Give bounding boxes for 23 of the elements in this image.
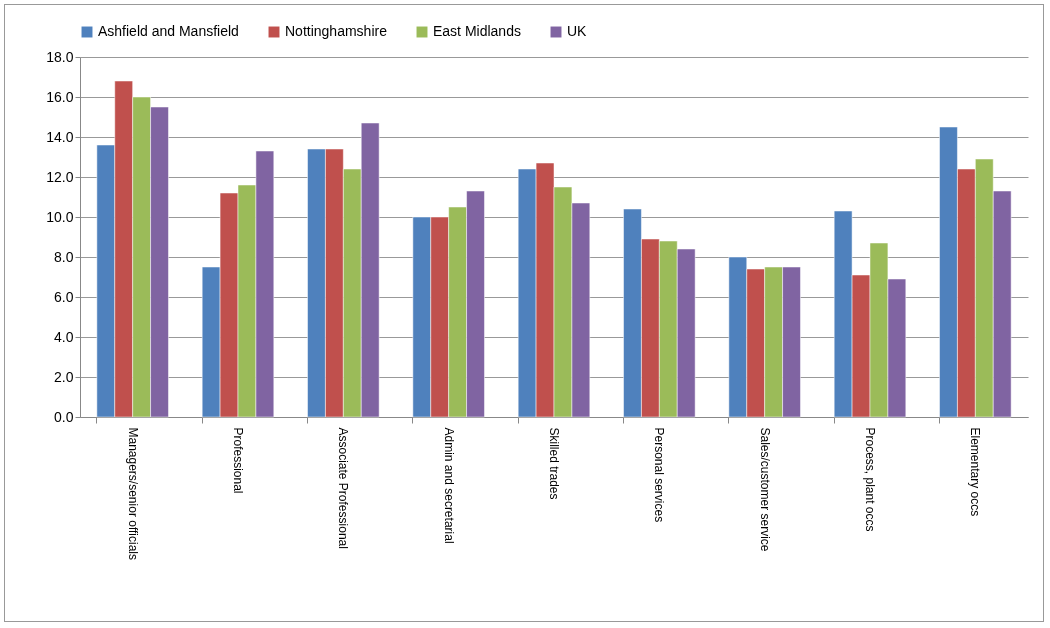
- x-tick-label: Admin and secretarial: [441, 427, 456, 544]
- legend-label: UK: [567, 23, 588, 39]
- y-tick-label: 0.0: [54, 408, 74, 425]
- y-tick-label: 8.0: [54, 248, 74, 265]
- x-tick-label: Process, plant occs: [863, 427, 877, 532]
- y-tick-label: 2.0: [54, 368, 74, 385]
- y-tick-label: 6.0: [54, 288, 74, 305]
- y-tick-label: 4.0: [54, 328, 74, 345]
- y-tick-label: 14.0: [46, 128, 74, 145]
- x-tick-label: Managers/senior officials: [125, 427, 140, 561]
- x-tick-label: Professional: [231, 427, 245, 494]
- x-tick-label: Skilled trades: [547, 427, 561, 500]
- x-tick-label: Personal services: [652, 427, 667, 523]
- legend-label: East Midlands: [433, 23, 521, 39]
- x-tick-label: Sales/customer service: [757, 427, 772, 552]
- y-tick-label: 16.0: [46, 88, 74, 105]
- x-tick-label: Associate Professional: [336, 427, 351, 549]
- y-tick-label: 12.0: [46, 168, 74, 185]
- x-tick-label: Elementary occs: [968, 427, 983, 517]
- y-tick-label: 10.0: [46, 208, 74, 225]
- legend-label: Ashfield and Mansfield: [98, 23, 239, 39]
- y-tick-label: 18.0: [46, 48, 74, 65]
- legend-label: Nottinghamshire: [285, 23, 388, 39]
